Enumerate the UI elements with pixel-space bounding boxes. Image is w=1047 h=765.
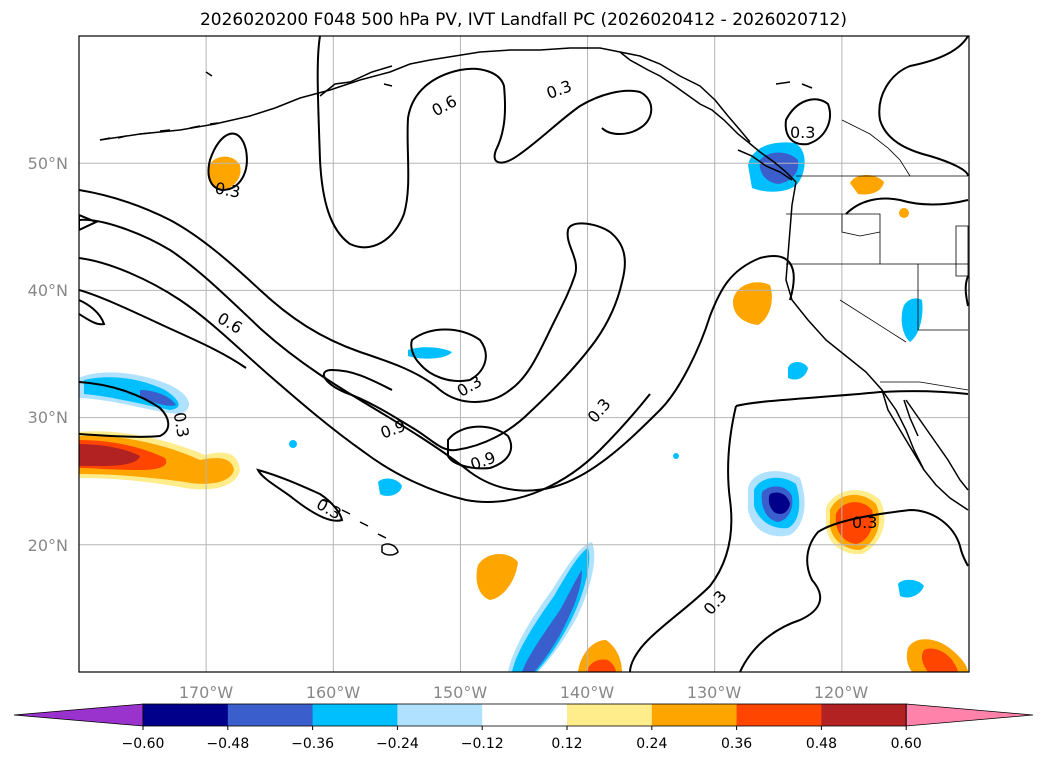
coastlines: [99, 47, 969, 556]
lat-label: 50°N: [28, 154, 68, 173]
colorbar-extend-high: [905, 703, 1034, 727]
colorbar-swatch: [736, 704, 822, 726]
colorbar-swatch: [821, 704, 907, 726]
gridlines: [79, 36, 969, 672]
longitude-labels: 170°W 160°W 150°W 140°W 130°W 120°W: [179, 683, 869, 702]
contour-label: 0.3: [584, 395, 615, 427]
lat-label: 30°N: [28, 408, 68, 427]
colorbar-tick-label: −0.36: [291, 736, 334, 752]
lon-label: 160°W: [306, 683, 361, 702]
lon-label: 130°W: [687, 683, 742, 702]
colorbar-tick-label: −0.60: [122, 736, 165, 752]
colorbar-swatch: [567, 704, 653, 726]
pc-shading: [79, 142, 968, 672]
contour-label: 0.3: [313, 494, 345, 523]
contour-label: 0.3: [170, 411, 193, 439]
colorbar-tick-label: 0.12: [551, 736, 582, 752]
colorbar-swatch: [143, 704, 229, 726]
political-borders: [786, 119, 969, 391]
colorbar-swatch: [651, 704, 738, 726]
lon-label: 140°W: [560, 683, 615, 702]
colorbar-tick-label: 0.60: [891, 736, 922, 752]
colorbar-tick-label: −0.12: [461, 736, 504, 752]
contour-label: 0.3: [213, 179, 241, 202]
map-frame: [78, 35, 970, 673]
colorbar: −0.60 −0.48 −0.36 −0.24 −0.12 0.12 0.24 0.36 0.4…: [13, 703, 1034, 752]
colorbar-extend-low: [13, 703, 144, 727]
colorbar-border: [142, 703, 907, 727]
contour-label: 0.3: [454, 371, 486, 400]
colorbar-tick-label: 0.24: [636, 736, 667, 752]
contour-label: 0.6: [214, 308, 246, 337]
colorbar-tick-label: −0.24: [376, 736, 419, 752]
colorbar-tick-label: 0.48: [806, 736, 837, 752]
contour-label: 0.3: [852, 513, 877, 532]
colorbar-tick-label: −0.48: [206, 736, 249, 752]
lat-label: 40°N: [28, 281, 68, 300]
contour-label-group: 0.3 0.6 0.3 0.3 0.3 0.6 0.3 0.3 0.9 0.9 …: [170, 76, 878, 618]
latitude-labels: 50°N 40°N 30°N 20°N: [28, 154, 68, 555]
map-title: 2026020200 F048 500 hPa PV, IVT Landfall…: [199, 10, 847, 30]
lon-label: 150°W: [433, 683, 488, 702]
contour-label: 0.9: [468, 448, 498, 475]
lat-label: 20°N: [28, 536, 68, 555]
pv-contours: [79, 36, 969, 672]
colorbar-swatch: [482, 704, 568, 726]
colorbar-swatch: [227, 704, 314, 726]
colorbar-swatch: [312, 704, 398, 726]
contour-label: 0.3: [544, 76, 574, 103]
colorbar-swatch: [397, 704, 483, 726]
colorbar-tick-label: 0.36: [721, 736, 752, 752]
contour-label: 0.9: [378, 416, 408, 443]
contour-label: 0.6: [429, 91, 460, 120]
lon-label: 170°W: [179, 683, 234, 702]
contour-label: 0.3: [790, 123, 815, 142]
lon-label: 120°W: [814, 683, 869, 702]
